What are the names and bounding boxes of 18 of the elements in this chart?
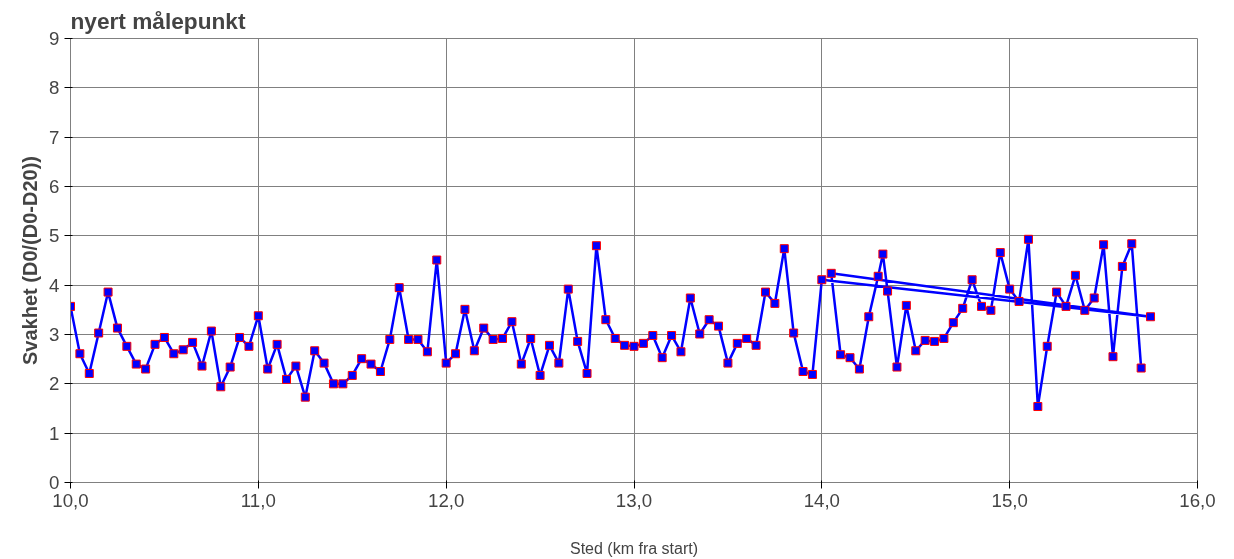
x-tick-label: 15,0 xyxy=(991,489,1028,511)
x-tick-label: 12,0 xyxy=(428,489,465,511)
chart-title: nyert målepunkt xyxy=(70,7,246,34)
y-tick-label: 4 xyxy=(49,274,60,296)
y-tick-label: 2 xyxy=(49,373,60,395)
y-tick-label: 7 xyxy=(49,126,60,148)
x-tick-label: 14,0 xyxy=(803,489,840,511)
y-tick-label: 5 xyxy=(49,225,60,247)
y-tick-label: 3 xyxy=(49,324,60,345)
x-tick-label: 16,0 xyxy=(1179,489,1216,511)
x-axis-title: Sted (km fra start) xyxy=(569,539,699,557)
y-tick-label: 8 xyxy=(49,77,60,99)
y-tick-label: 1 xyxy=(49,422,60,444)
x-tick-label: 11,0 xyxy=(240,489,276,511)
y-tick-label: 6 xyxy=(49,176,60,197)
x-tick-label: 13,0 xyxy=(615,489,653,511)
y-tick-label: 9 xyxy=(49,28,60,49)
y-axis-title: Svakhet (D0/(D0-D20)) xyxy=(19,156,42,365)
